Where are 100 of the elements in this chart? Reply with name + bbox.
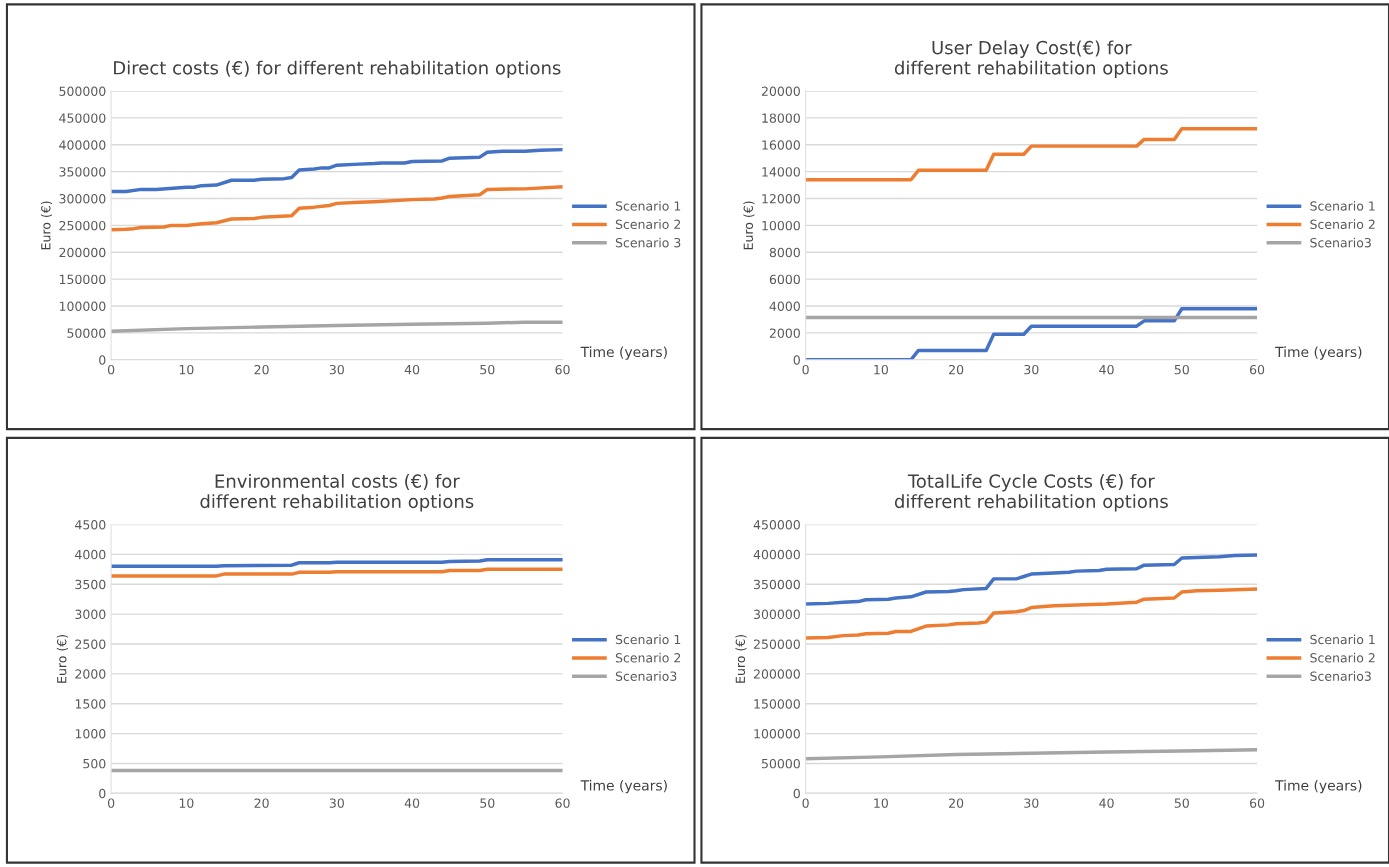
line-series xyxy=(805,307,1258,360)
x-tick-label: 0 xyxy=(802,364,809,375)
x-tick-label: 20 xyxy=(949,364,964,375)
x-tick-label: 30 xyxy=(329,364,344,375)
y-tick-label: 400000 xyxy=(753,549,800,560)
x-tick-label: 50 xyxy=(1174,364,1189,375)
y-tick-label: 100000 xyxy=(59,301,106,311)
y-axis-title: Euro (€) xyxy=(56,634,68,683)
y-tick-label: 16000 xyxy=(762,140,800,150)
y-tick-label: 250000 xyxy=(753,639,800,649)
x-tick-label: 10 xyxy=(179,364,194,375)
line-series xyxy=(111,567,563,578)
y-tick-label: 150000 xyxy=(754,699,800,709)
x-axis-title: Time (years) xyxy=(1275,346,1362,360)
y-tick-label: 1000 xyxy=(75,729,106,739)
y-tick-label: 3000 xyxy=(75,609,106,620)
line-series xyxy=(111,184,563,232)
x-tick-label: 40 xyxy=(404,364,420,375)
legend-label: Scenario 2 xyxy=(1310,652,1375,663)
x-tick-label: 60 xyxy=(555,798,570,808)
y-tick-label: 300000 xyxy=(59,194,106,204)
y-tick-label: 14000 xyxy=(762,167,800,177)
line-series xyxy=(805,553,1258,606)
y-axis-title: Euro (€) xyxy=(735,634,747,683)
y-tick-label: 450000 xyxy=(59,113,106,123)
x-tick-label: 50 xyxy=(480,798,495,808)
legend-label: Scenario 1 xyxy=(615,201,681,211)
x-tick-label: 0 xyxy=(802,798,809,808)
x-tick-label: 30 xyxy=(1024,364,1039,375)
y-tick-label: 150000 xyxy=(59,274,106,285)
chart-title: User Delay Cost(€) for different rehabilitation options xyxy=(894,40,1168,79)
x-axis-title: Time (years) xyxy=(580,346,667,360)
y-axis-title: Euro (€) xyxy=(40,201,53,250)
line-series xyxy=(805,587,1258,640)
legend-label: Scenario 1 xyxy=(1310,201,1375,211)
y-tick-label: 4000 xyxy=(75,549,106,560)
y-tick-label: 0 xyxy=(793,355,800,365)
x-tick-label: 50 xyxy=(480,364,495,375)
x-tick-label: 10 xyxy=(874,798,888,808)
x-tick-label: 30 xyxy=(1024,798,1039,808)
y-tick-label: 200000 xyxy=(59,247,106,258)
y-tick-label: 6000 xyxy=(769,274,800,285)
x-tick-label: 30 xyxy=(329,798,344,808)
x-axis-title: Time (years) xyxy=(580,779,667,794)
y-tick-label: 100000 xyxy=(754,729,800,739)
x-tick-label: 40 xyxy=(404,798,420,808)
y-tick-label: 400000 xyxy=(59,140,106,150)
y-tick-label: 300000 xyxy=(753,609,800,620)
legend-label: Scenario 2 xyxy=(615,219,681,230)
y-tick-label: 50000 xyxy=(761,758,800,769)
y-tick-label: 500 xyxy=(83,758,106,769)
legend-label: Scenario 2 xyxy=(615,652,681,663)
y-tick-label: 2000 xyxy=(769,328,800,338)
y-tick-label: 200000 xyxy=(753,669,800,679)
y-tick-label: 1500 xyxy=(75,699,106,709)
chart-title: Direct costs (€) for different rehabilitation options xyxy=(114,60,561,79)
y-tick-label: 4000 xyxy=(769,301,800,311)
line-series xyxy=(805,747,1258,761)
y-tick-label: 0 xyxy=(99,788,106,799)
chart-title: TotalLife Cycle Costs (€) for different rehabilitation options xyxy=(894,473,1168,512)
line-series xyxy=(111,320,563,334)
x-tick-label: 60 xyxy=(1249,798,1265,808)
line-series xyxy=(805,126,1258,182)
x-tick-label: 0 xyxy=(107,364,115,375)
y-tick-label: 0 xyxy=(99,355,106,365)
y-tick-label: 500000 xyxy=(59,86,106,96)
legend-label: Scenario 1 xyxy=(1310,634,1375,645)
legend-label: Scenario3 xyxy=(615,671,677,681)
y-tick-label: 2000 xyxy=(75,669,106,679)
y-tick-label: 350000 xyxy=(59,167,106,177)
chart-title: Environmental costs (€) for different rehabilitation options xyxy=(200,473,474,512)
legend-label: Scenario 2 xyxy=(1310,219,1375,230)
x-tick-label: 20 xyxy=(949,798,964,808)
y-tick-label: 12000 xyxy=(762,194,800,204)
legend-label: Scenario 3 xyxy=(615,237,681,248)
x-tick-label: 60 xyxy=(555,364,570,375)
line-series xyxy=(111,558,563,569)
x-tick-label: 20 xyxy=(254,798,269,808)
x-tick-label: 40 xyxy=(1099,798,1114,808)
x-tick-label: 60 xyxy=(1249,364,1265,375)
x-tick-label: 20 xyxy=(254,364,269,375)
y-tick-label: 50000 xyxy=(67,328,106,338)
y-tick-label: 3500 xyxy=(75,579,106,590)
x-tick-label: 0 xyxy=(107,798,115,808)
line-series xyxy=(111,147,563,194)
x-tick-label: 10 xyxy=(179,798,194,808)
y-tick-label: 18000 xyxy=(762,113,800,123)
x-tick-label: 50 xyxy=(1174,798,1189,808)
legend-label: Scenario3 xyxy=(1310,671,1371,681)
y-tick-label: 0 xyxy=(793,788,800,799)
x-axis-title: Time (years) xyxy=(1275,779,1362,794)
legend-label: Scenario3 xyxy=(1310,237,1371,248)
y-tick-label: 250000 xyxy=(59,220,106,231)
x-tick-label: 40 xyxy=(1099,364,1114,375)
y-tick-label: 10000 xyxy=(762,220,800,231)
y-tick-label: 8000 xyxy=(769,247,800,258)
y-tick-label: 4500 xyxy=(75,520,106,530)
legend-label: Scenario 1 xyxy=(615,634,681,645)
y-axis-title: Euro (€) xyxy=(743,201,755,250)
x-tick-label: 10 xyxy=(874,364,888,375)
